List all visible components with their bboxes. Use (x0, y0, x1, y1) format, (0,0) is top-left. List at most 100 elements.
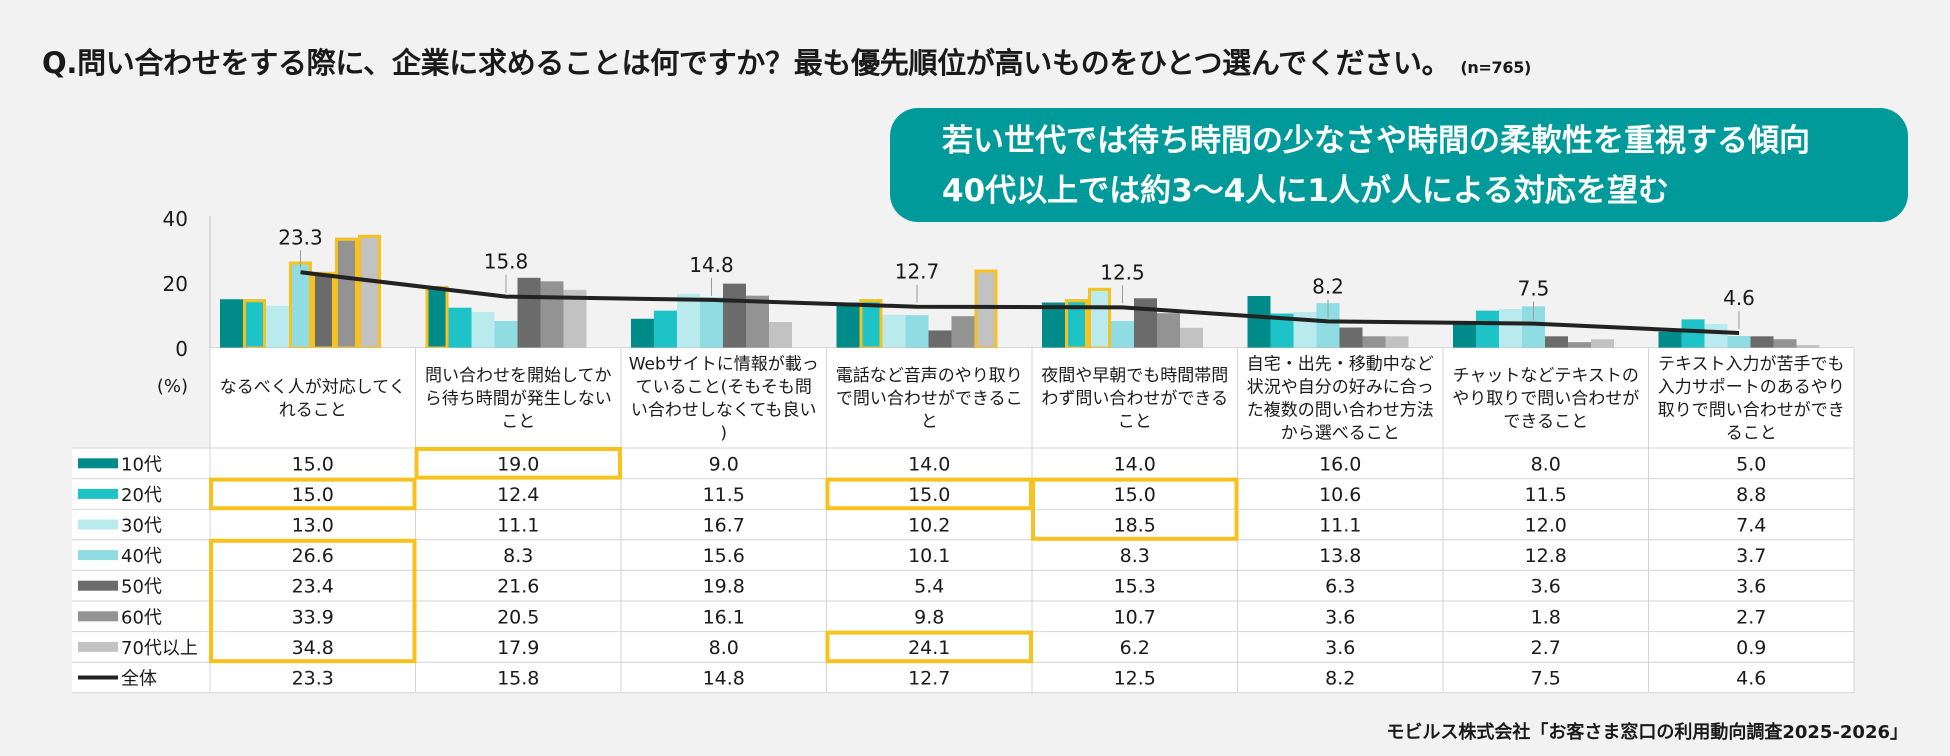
legend-label-40代: 40代 (121, 546, 162, 567)
bar-20代-0 (243, 299, 266, 348)
bar-20代-1 (448, 307, 472, 348)
legend-swatch-50代 (78, 580, 118, 591)
category-header-1: 問い合わせを開始してから待ち時間が発生しないこと (425, 366, 612, 432)
table-cell-60代-7: 2.7 (1736, 606, 1766, 628)
table-cell-30代-4: 18.5 (1114, 515, 1156, 537)
table-cell-50代-7: 3.6 (1736, 576, 1766, 598)
overall-data-label-3: 12.7 (895, 260, 940, 284)
table-cell-40代-1: 8.3 (503, 545, 533, 567)
legend-swatch-40代 (78, 550, 118, 561)
category-header-4: 夜間や早朝でも時間帯問わず問い合わせができること (1041, 366, 1228, 432)
table-cell-40代-3: 10.1 (908, 545, 950, 567)
table-cell-20代-3: 15.0 (908, 484, 950, 506)
bar-20代-5 (1270, 313, 1294, 348)
table-cell-70代以上-2: 8.0 (709, 637, 739, 659)
table-cell-10代-0: 15.0 (292, 453, 334, 475)
overall-data-label-6: 7.5 (1518, 277, 1550, 301)
bar-70代以上-4 (1180, 327, 1203, 348)
bar-60代-3 (951, 316, 975, 348)
bar-20代-2 (654, 310, 677, 348)
overall-data-label-2: 14.8 (689, 253, 734, 277)
table-cell-40代-6: 12.8 (1525, 545, 1567, 567)
table-cell-10代-4: 14.0 (1114, 453, 1156, 475)
y-tick-label: 20 (163, 272, 188, 296)
bar-50代-2 (723, 283, 746, 348)
table-highlight-box (1031, 477, 1239, 541)
bar-50代-4 (1134, 298, 1157, 348)
y-tick-label: 40 (163, 207, 188, 231)
category-header-0: なるべく人が対応してくれること (220, 378, 406, 421)
bar-30代-3 (882, 314, 906, 348)
bar-30代-4 (1088, 287, 1111, 348)
table-cell-30代-3: 10.2 (908, 515, 950, 537)
bar-40代-5 (1316, 303, 1340, 348)
table-cell-40代-5: 13.8 (1319, 545, 1361, 567)
bar-10代-3 (836, 302, 860, 348)
table-cell-50代-5: 6.3 (1325, 576, 1355, 598)
table-cell-10代-5: 16.0 (1319, 453, 1361, 475)
table-cell-70代以上-6: 2.7 (1531, 637, 1561, 659)
overall-data-label-4: 12.5 (1100, 260, 1145, 284)
table-cell-60代-6: 1.8 (1531, 606, 1561, 628)
legend-label-70代以上: 70代以上 (121, 638, 198, 659)
y-axis-unit-label: (%) (157, 376, 188, 397)
bar-20代-7 (1681, 319, 1705, 348)
bar-50代-6 (1545, 336, 1568, 348)
legend-label-60代: 60代 (121, 607, 162, 628)
table-cell-40代-0: 26.6 (292, 545, 334, 567)
category-header-2: Webサイトに情報が載っていること(そもそも問い合わせしなくても良い) (629, 355, 819, 444)
bar-10代-6 (1453, 322, 1476, 348)
bar-50代-3 (928, 330, 952, 348)
bar-50代-5 (1339, 327, 1363, 348)
table-highlight-box (209, 477, 417, 511)
table-cell-30代-0: 13.0 (292, 515, 334, 537)
source-note: モビルス株式会社「お客さま窓口の利用動向調査2025-2026」 (1386, 722, 1908, 743)
category-header-3: 電話など音声のやり取りで問い合わせができること (836, 366, 1023, 432)
legend-label-30代: 30代 (121, 516, 162, 537)
table-highlight-box (825, 630, 1033, 664)
table-cell-70代以上-4: 6.2 (1120, 637, 1150, 659)
table-cell-全体-3: 12.7 (908, 668, 950, 690)
legend-label-10代: 10代 (121, 454, 162, 475)
table-cell-50代-1: 21.6 (497, 576, 539, 598)
table-cell-30代-2: 16.7 (703, 515, 745, 537)
bar-30代-2 (677, 293, 700, 348)
table-cell-20代-1: 12.4 (497, 484, 539, 506)
bar-30代-1 (471, 311, 495, 348)
legend-label-20代: 20代 (121, 485, 162, 506)
bar-70代以上-5 (1385, 336, 1409, 348)
bar-40代-0 (289, 261, 312, 348)
table-cell-全体-1: 15.8 (497, 668, 539, 690)
overall-line (300, 270, 1740, 336)
bar-40代-7 (1727, 335, 1751, 348)
table-cell-60代-3: 9.8 (914, 606, 944, 628)
overall-data-label-7: 4.6 (1723, 286, 1755, 310)
table-cell-全体-0: 23.3 (292, 668, 334, 690)
table-cell-全体-2: 14.8 (703, 668, 745, 690)
table-cell-10代-7: 5.0 (1736, 453, 1766, 475)
callout-box: 若い世代では待ち時間の少なさや時間の柔軟性を重視する傾向 40代以上では約3～4… (890, 108, 1908, 222)
table-cell-10代-3: 14.0 (908, 453, 950, 475)
table-cell-50代-4: 15.3 (1114, 576, 1156, 598)
table-cell-20代-5: 10.6 (1319, 484, 1361, 506)
legend-label-50代: 50代 (121, 577, 162, 598)
bar-60代-1 (540, 281, 564, 348)
table-cell-全体-4: 12.5 (1114, 668, 1156, 690)
bar-60代-7 (1773, 339, 1797, 348)
bar-70代以上-0 (358, 234, 381, 348)
table-cell-30代-7: 7.4 (1736, 515, 1766, 537)
overall-data-label-0: 23.3 (278, 225, 323, 249)
callout-line-2: 40代以上では約3～4人に1人が人による対応を望む (942, 173, 1669, 209)
table-cell-70代以上-7: 0.9 (1736, 637, 1766, 659)
category-header-6: チャットなどテキストのやり取りで問い合わせができること (1452, 366, 1639, 432)
table-cell-60代-5: 3.6 (1325, 606, 1355, 628)
bar-50代-7 (1750, 336, 1774, 348)
bar-70代以上-1 (563, 289, 587, 348)
table-cell-70代以上-1: 17.9 (497, 637, 539, 659)
category-header-7: テキスト入力が苦手でも入力サポートのあるやり取りで問い合わせができること (1658, 355, 1845, 444)
table-cell-70代以上-3: 24.1 (908, 637, 950, 659)
table-cell-20代-2: 11.5 (703, 484, 745, 506)
table-cell-全体-7: 4.6 (1736, 668, 1766, 690)
table-cell-10代-1: 19.0 (497, 453, 539, 475)
